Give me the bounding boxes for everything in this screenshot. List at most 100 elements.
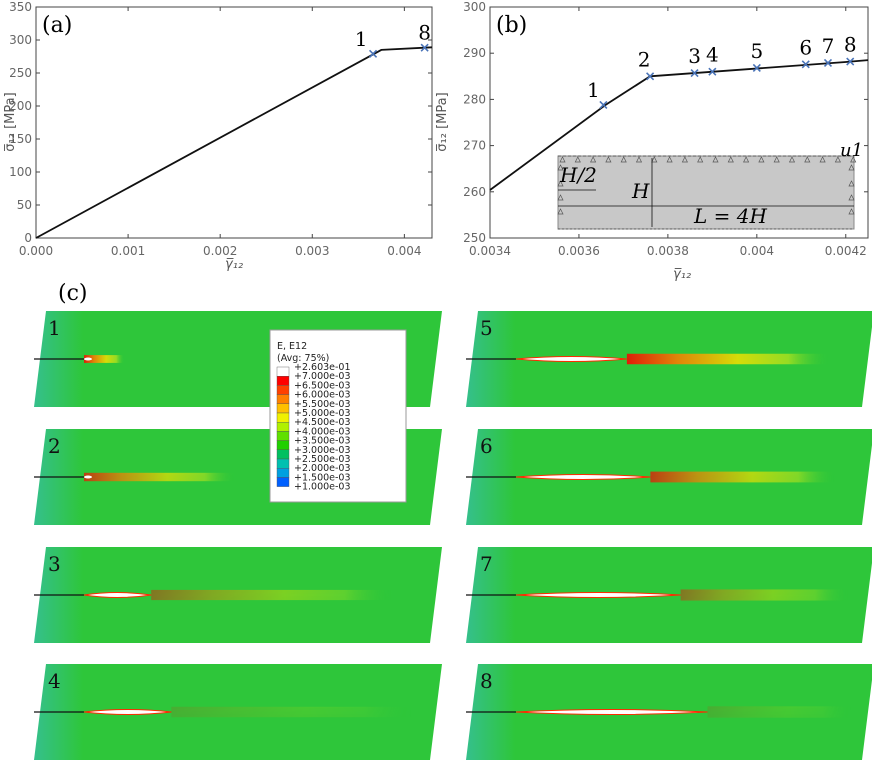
panel-a: (a) 0.000 0.001 0.002 0.003 0.004 0 50 100 150 20… [3, 0, 433, 272]
x-tick-label: 0.001 [111, 244, 145, 258]
snapshot-7: 7 [466, 547, 872, 643]
snapshot-label: 3 [48, 552, 61, 576]
marker-cross [646, 72, 655, 81]
panel-a-label: (a) [42, 13, 72, 38]
support-right [848, 164, 855, 171]
marker-6: 6 [799, 35, 812, 69]
legend-value: +5.000e-03 [294, 408, 351, 419]
panel-a-xlabel: γ̅₁₂ [225, 257, 243, 272]
marker-5: 5 [750, 39, 763, 73]
legend-item: +1.500e-03 [276, 472, 351, 487]
strain-band [650, 471, 836, 483]
x-tick-label: 0.0034 [469, 244, 511, 258]
marker-label: 3 [688, 44, 701, 68]
legend-items: +2.603e-01+7.000e-03+6.500e-03+6.000e-03… [276, 362, 351, 493]
legend-swatch [276, 440, 290, 451]
legend-swatch [276, 376, 290, 386]
x-tick-label: 0.0036 [558, 244, 600, 258]
legend-title: E, E12 [277, 341, 307, 352]
support-top [819, 156, 826, 163]
legend-value: +1.500e-03 [294, 472, 351, 483]
x-tick-label: 0.0042 [825, 244, 867, 258]
support-top [681, 156, 688, 163]
inset-h-half-label: H/2 [559, 163, 597, 187]
crack-opening [515, 709, 708, 715]
support-top [758, 156, 765, 163]
legend-value: +2.603e-01 [294, 362, 351, 373]
support-right [848, 194, 855, 201]
support-top [834, 156, 841, 163]
y-tick-label: 250 [9, 66, 32, 80]
legend-swatch [276, 385, 290, 395]
inset-disp-label: u1 [840, 140, 863, 161]
legend-value: +1.000e-03 [294, 482, 351, 493]
legend-subtitle: (Avg: 75%) [277, 353, 329, 364]
snapshot-label: 5 [480, 316, 493, 340]
support-left [557, 208, 564, 215]
snapshot-label: 6 [480, 434, 493, 458]
legend-value: +7.000e-03 [294, 371, 351, 382]
x-tick-label: 0.002 [203, 244, 237, 258]
panel-a-series-line [35, 46, 433, 239]
support-top [743, 156, 750, 163]
support-top [635, 156, 643, 163]
legend-value: +5.500e-03 [294, 399, 351, 410]
support-top [574, 156, 581, 163]
support-top [727, 156, 734, 163]
marker-8: 8 [844, 33, 857, 66]
marker-cross [823, 58, 833, 67]
legend-swatch [276, 403, 290, 414]
y-tick-label: 200 [9, 99, 32, 113]
support-top [850, 156, 857, 163]
inset-domain [557, 155, 855, 230]
support-top [605, 156, 612, 163]
legend-item: +1.000e-03 [294, 482, 351, 493]
legend-value: +4.500e-03 [294, 417, 351, 428]
support-top [788, 156, 796, 163]
snapshot-3: 3 [34, 547, 442, 643]
strain-band [680, 589, 849, 601]
panel-b-xlabel: γ̅₁₂ [673, 267, 691, 282]
marker-2: 2 [638, 47, 655, 81]
legend-value: +6.500e-03 [294, 380, 351, 391]
x-tick-label: 0.0038 [647, 244, 689, 258]
marker-cross [368, 49, 378, 58]
legend-value: +4.000e-03 [294, 426, 351, 437]
crack-tip [84, 357, 92, 361]
legend-swatch [276, 366, 290, 377]
y-tick-label: 100 [9, 165, 32, 179]
legend-swatch [276, 431, 290, 441]
panel-a-ylabel: σ̅₁₂ [MPa] [3, 92, 18, 151]
marker-cross [801, 60, 810, 69]
y-tick-label: 350 [9, 0, 32, 14]
y-tick-label: 50 [17, 198, 32, 212]
strain-band [626, 353, 829, 365]
legend-value: +3.000e-03 [294, 445, 351, 456]
panel-a-frame [35, 6, 433, 239]
marker-label: 7 [822, 34, 835, 58]
crack-opening [515, 356, 627, 362]
crack-opening [515, 474, 651, 480]
x-tick-label: 0.004 [740, 244, 774, 258]
support-top [773, 156, 780, 163]
legend-swatch [276, 458, 290, 469]
snapshot-label: 8 [480, 669, 493, 693]
panel-c-snapshots: 1 2 3 4 5 6 7 8 [34, 311, 872, 760]
marker-label: 6 [799, 35, 812, 59]
x-tick-label: 0.003 [295, 244, 329, 258]
marker-cross [846, 57, 855, 66]
inset-supports [557, 156, 857, 215]
support-top [651, 156, 658, 163]
marker-label: 1 [355, 27, 368, 51]
legend-swatch [276, 422, 290, 432]
crack-tip [84, 475, 92, 479]
x-tick-label: 0.000 [19, 244, 53, 258]
snapshot-label: 7 [480, 552, 493, 576]
marker-3: 3 [688, 44, 701, 78]
legend-swatch [276, 412, 290, 423]
strain-band [84, 355, 125, 363]
y-tick-label: 250 [463, 231, 486, 245]
panel-c: (c) 1 2 3 4 5 6 7 8 E, E12 (Avg: 75%) +2.603e-0… [34, 281, 872, 760]
